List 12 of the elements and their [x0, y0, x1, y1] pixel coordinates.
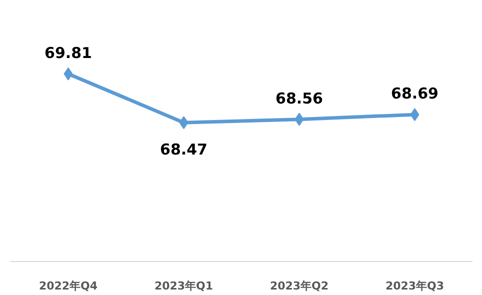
x-tick-label: 2023年Q2	[270, 280, 329, 292]
x-tick-label: 2023年Q3	[385, 280, 444, 292]
data-label: 68.56	[276, 89, 323, 108]
x-tick-label: 2023年Q1	[154, 280, 214, 292]
point	[294, 112, 304, 126]
point	[410, 108, 420, 122]
data-label: 68.47	[160, 140, 208, 159]
data-label: 68.69	[391, 84, 438, 103]
point	[64, 67, 73, 80]
data-label: 69.81	[44, 44, 92, 62]
point	[179, 116, 188, 130]
x-tick-label: 2022年Q4	[38, 280, 98, 292]
